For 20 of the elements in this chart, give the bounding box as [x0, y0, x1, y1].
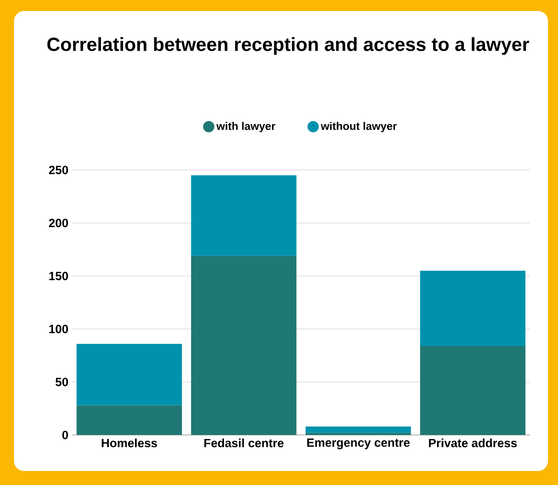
- y-tick-label: 0: [62, 430, 68, 440]
- chart-title: Correlation between reception and access to a lawyer: [47, 37, 530, 55]
- y-tick-label: 100: [49, 324, 68, 334]
- legend-label: without lawyer: [320, 122, 397, 132]
- x-tick-label: Private address: [429, 438, 517, 448]
- legend-label: with lawyer: [216, 122, 276, 132]
- bar: [306, 426, 411, 433]
- bar: [191, 175, 296, 256]
- bar: [420, 270, 526, 346]
- y-tick-label: 150: [49, 272, 68, 280]
- x-tick-label: Emergency centre: [307, 438, 410, 450]
- bar: [76, 344, 182, 406]
- y-tick-label: 50: [56, 378, 68, 386]
- bar: [420, 346, 526, 435]
- y-tick-label: 200: [48, 218, 68, 228]
- x-tick-label: Fedasil centre: [204, 438, 284, 448]
- bar: [191, 256, 296, 435]
- bar: [76, 405, 182, 435]
- y-tick-label: 250: [48, 166, 68, 174]
- x-tick-label: Homeless: [102, 438, 157, 448]
